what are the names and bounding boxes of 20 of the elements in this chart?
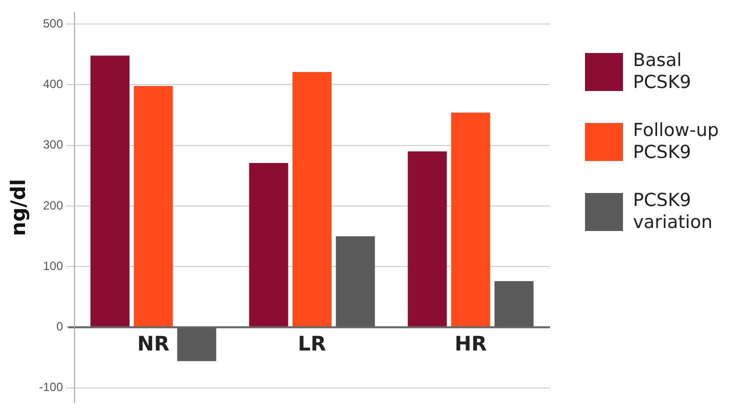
y-tick-label: 0 — [56, 320, 64, 334]
legend-label: Follow-up PCSK9 — [633, 120, 720, 164]
bar — [292, 72, 332, 327]
y-tick-label: 500 — [42, 16, 64, 30]
y-tick-label: 200 — [42, 198, 64, 212]
x-tick-label: LR — [298, 331, 326, 356]
y-tick-label: 300 — [42, 138, 64, 152]
y-axis-title: ng/dl — [6, 178, 30, 236]
legend-label: Basal PCSK9 — [633, 50, 692, 94]
bar — [134, 86, 173, 327]
bar — [408, 151, 447, 327]
bar — [249, 162, 288, 327]
x-tick-label: HR — [454, 331, 487, 356]
bar — [451, 112, 490, 327]
legend-label: PCSK9 variation — [633, 190, 714, 234]
y-tick-label: -100 — [38, 380, 64, 394]
y-tick-label: 100 — [42, 258, 64, 273]
x-tick-label: NR — [137, 331, 170, 356]
bar — [90, 56, 130, 327]
y-tick-label: 400 — [42, 77, 64, 92]
